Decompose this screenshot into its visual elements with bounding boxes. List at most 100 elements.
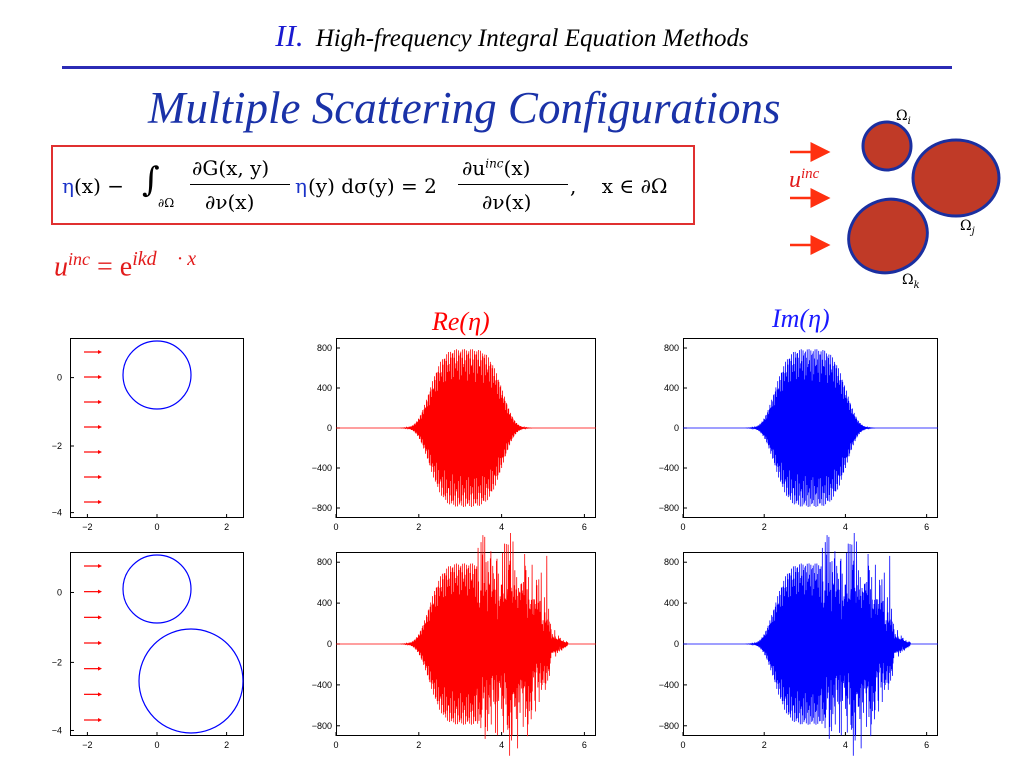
- scatterer-circle: [122, 340, 192, 410]
- eq-frac1-den: ∂ν(x): [205, 190, 255, 214]
- y-tick-label: 400: [664, 383, 679, 393]
- y-tick-label: 400: [664, 598, 679, 608]
- arrow-head: [98, 400, 102, 404]
- y-tick-label: 800: [664, 557, 679, 567]
- arrow-head: [98, 641, 102, 645]
- y-tick-label: 0: [57, 373, 62, 383]
- geometry-plot-single: −2 0 2 0 −2 −4: [52, 338, 244, 532]
- obstacle-omega-i: [861, 120, 913, 172]
- x-tick-label: 4: [843, 522, 848, 532]
- obstacle-omega-k: [847, 197, 929, 275]
- x-tick-label: 2: [416, 740, 421, 750]
- y-tick-label: 0: [327, 423, 332, 433]
- arrow-head: [98, 692, 102, 697]
- density-curve: [683, 349, 938, 507]
- y-tick-label: −4: [52, 725, 62, 735]
- y-tick-label: −800: [659, 721, 679, 731]
- x-tick-label: 6: [582, 522, 587, 532]
- incident-wave-equation: uinc = eikd⃗ · x: [54, 248, 197, 283]
- density-curve: [336, 349, 596, 507]
- arrow-head: [98, 375, 102, 379]
- y-tick-label: −400: [659, 463, 679, 473]
- x-tick-label: 0: [333, 522, 338, 532]
- eq-eta-y: (y) dσ(y) = 2: [308, 174, 437, 198]
- density-curve: [683, 533, 938, 756]
- label-omega-k: Ωk: [902, 272, 920, 291]
- x-tick-label: 0: [333, 740, 338, 750]
- section-title: High-frequency Integral Equation Methods: [315, 25, 749, 52]
- x-tick-label: 0: [154, 522, 159, 532]
- eq-frac2-bar: [458, 184, 568, 185]
- y-tick-label: 800: [317, 557, 332, 567]
- y-tick-label: −800: [312, 503, 332, 513]
- y-tick-label: 800: [664, 343, 679, 353]
- x-tick-label: 2: [416, 522, 421, 532]
- y-tick-label: 400: [317, 383, 332, 393]
- re-eta-plot-double: 0 2 4 6 800 400 0 −400 −800: [312, 533, 596, 756]
- y-tick-label: 0: [327, 639, 332, 649]
- eq-integral-sub: ∂Ω: [158, 196, 175, 210]
- eq-frac1-num: ∂G(x, y): [192, 156, 270, 180]
- im-eta-plot-single: 0 2 4 6 800 400 0 −400 −800: [659, 338, 938, 532]
- x-tick-label: 2: [224, 740, 229, 750]
- slide-header: II. High-frequency Integral Equation Meth…: [0, 18, 1024, 54]
- x-tick-label: 0: [154, 740, 159, 750]
- arrow-head: [98, 450, 102, 454]
- eq-integral-sign: ∫: [142, 160, 160, 200]
- arrow-head: [98, 475, 102, 479]
- eq-eta-x: (x) −: [74, 174, 124, 198]
- x-tick-label: 2: [762, 522, 767, 532]
- y-tick-label: −800: [659, 503, 679, 513]
- y-tick-label: 400: [317, 598, 332, 608]
- integral-equation-box: [51, 145, 695, 225]
- y-tick-label: 0: [674, 639, 679, 649]
- y-tick-label: −400: [659, 680, 679, 690]
- y-tick-label: −2: [52, 441, 62, 451]
- eq-frac1-bar: [190, 184, 290, 185]
- x-tick-label: −2: [82, 740, 92, 750]
- arrow-head: [98, 718, 102, 722]
- arrow-head: [98, 615, 102, 620]
- y-tick-label: 0: [57, 587, 62, 597]
- x-tick-label: 4: [843, 740, 848, 750]
- plot-frame: [70, 552, 244, 736]
- arrow-head: [98, 350, 102, 354]
- y-tick-label: 0: [674, 423, 679, 433]
- diagram-u-inc: uinc: [789, 166, 820, 193]
- eq-eta-x-sym: η: [62, 174, 74, 198]
- arrow-head: [98, 666, 102, 671]
- im-eta-plot-double: 0 2 4 6 800 400 0 −400 −800: [659, 533, 938, 756]
- y-tick-label: −400: [312, 463, 332, 473]
- header-rule: [62, 66, 952, 69]
- y-tick-label: −400: [312, 680, 332, 690]
- y-tick-label: −800: [312, 721, 332, 731]
- y-tick-label: −4: [52, 508, 62, 518]
- x-tick-label: 2: [762, 740, 767, 750]
- arrow-head: [98, 589, 102, 594]
- eq-domain: , x ∈ ∂Ω: [570, 174, 668, 198]
- x-tick-label: 4: [499, 522, 504, 532]
- eq-frac2-num: ∂uinc(x): [462, 156, 531, 180]
- geometry-plot-double: −2 0 2 0 −2 −4: [52, 552, 244, 750]
- arrow-head: [98, 564, 102, 568]
- label-omega-j: Ωj: [960, 218, 975, 237]
- y-tick-label: −2: [52, 657, 62, 667]
- x-tick-label: 6: [924, 740, 929, 750]
- section-number: II.: [275, 18, 304, 53]
- y-tick-label: 800: [317, 343, 332, 353]
- plot-title-re: Re(η): [432, 307, 490, 336]
- plot-title-im: Im(η): [772, 304, 830, 333]
- obstacle-omega-j: [911, 138, 1001, 218]
- eq-frac2-den: ∂ν(x): [482, 190, 532, 214]
- x-tick-label: −2: [82, 522, 92, 532]
- scatterer-circle: [122, 554, 192, 624]
- x-tick-label: 6: [924, 522, 929, 532]
- density-curve: [336, 533, 596, 756]
- x-tick-label: 0: [680, 740, 685, 750]
- x-tick-label: 0: [680, 522, 685, 532]
- arrow-head: [98, 425, 102, 429]
- label-omega-i: Ωi: [896, 108, 911, 127]
- x-tick-label: 6: [582, 740, 587, 750]
- x-tick-label: 4: [499, 740, 504, 750]
- re-eta-plot-single: 0 2 4 6 800 400 0 −400 −800: [312, 338, 596, 532]
